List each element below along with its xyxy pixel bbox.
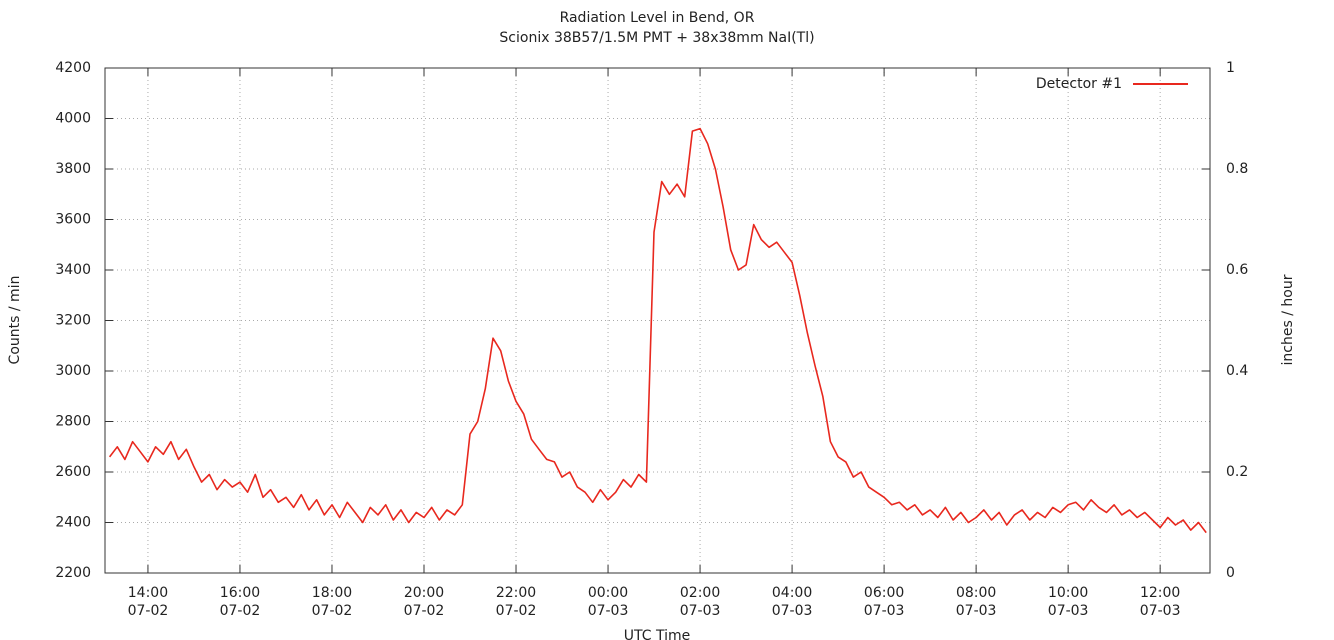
y2-tick-label: 0.8 bbox=[1226, 161, 1248, 177]
x-tick-label: 06:00 bbox=[864, 585, 904, 601]
x-tick-label: 07-03 bbox=[680, 603, 721, 619]
x-tick-label: 07-02 bbox=[220, 603, 261, 619]
x-tick-label: 22:00 bbox=[496, 585, 536, 601]
y-tick-label: 4000 bbox=[55, 111, 91, 127]
y-tick-label: 3800 bbox=[55, 161, 91, 177]
x-axis-label: UTC Time bbox=[624, 628, 690, 640]
x-tick-label: 07-02 bbox=[404, 603, 445, 619]
x-tick-label: 00:00 bbox=[588, 585, 628, 601]
chart-subtitle: Scionix 38B57/1.5M PMT + 38x38mm NaI(Tl) bbox=[499, 30, 814, 46]
y-tick-label: 3600 bbox=[55, 212, 91, 228]
x-tick-label: 18:00 bbox=[312, 585, 352, 601]
plot-frame bbox=[104, 67, 1211, 574]
x-tick-label: 07-03 bbox=[1048, 603, 1089, 619]
y-tick-label: 2600 bbox=[55, 464, 91, 480]
x-tick-label: 07-02 bbox=[496, 603, 537, 619]
legend-label: Detector #1 bbox=[1036, 76, 1122, 92]
x-tick-label: 07-03 bbox=[588, 603, 629, 619]
x-tick-label: 07-03 bbox=[772, 603, 813, 619]
y-tick-label: 2200 bbox=[55, 565, 91, 581]
data-line bbox=[108, 127, 1207, 534]
y2-axis-label: inches / hour bbox=[1280, 274, 1296, 365]
y2-tick-label: 0 bbox=[1226, 565, 1235, 581]
x-tick-label: 07-02 bbox=[312, 603, 353, 619]
x-tick-label: 07-03 bbox=[1140, 603, 1181, 619]
y-tick-label: 2400 bbox=[55, 515, 91, 531]
y2-tick-label: 0.6 bbox=[1226, 262, 1248, 278]
x-tick-label: 02:00 bbox=[680, 585, 720, 601]
y-tick-label: 3000 bbox=[55, 363, 91, 379]
x-tick-label: 14:00 bbox=[128, 585, 168, 601]
y-tick-label: 2800 bbox=[55, 414, 91, 430]
chart-title: Radiation Level in Bend, OR bbox=[560, 10, 755, 26]
x-tick-label: 07-03 bbox=[956, 603, 997, 619]
x-tick-label: 20:00 bbox=[404, 585, 444, 601]
x-tick-label: 16:00 bbox=[220, 585, 260, 601]
x-tick-label: 08:00 bbox=[956, 585, 996, 601]
x-tick-label: 04:00 bbox=[772, 585, 812, 601]
y2-tick-label: 0.4 bbox=[1226, 363, 1248, 379]
y2-tick-label: 1 bbox=[1226, 60, 1235, 76]
x-tick-label: 07-02 bbox=[128, 603, 169, 619]
y-tick-label: 3400 bbox=[55, 262, 91, 278]
y-axis-label: Counts / min bbox=[7, 276, 23, 365]
y-tick-label: 4200 bbox=[55, 60, 91, 76]
y2-tick-label: 0.2 bbox=[1226, 464, 1248, 480]
y-tick-label: 3200 bbox=[55, 313, 91, 329]
x-tick-label: 07-03 bbox=[864, 603, 905, 619]
x-tick-label: 10:00 bbox=[1048, 585, 1088, 601]
x-tick-label: 12:00 bbox=[1140, 585, 1180, 601]
